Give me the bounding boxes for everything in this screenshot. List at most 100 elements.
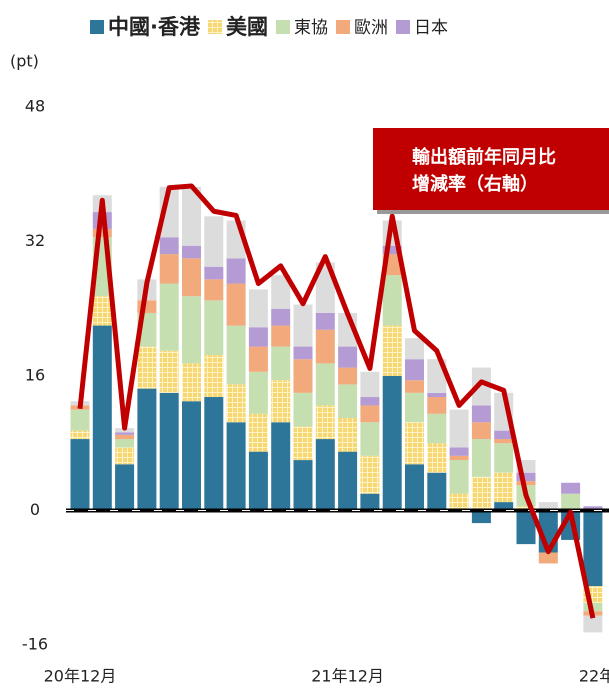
bar-segment — [449, 493, 469, 511]
bar-segment — [159, 392, 179, 511]
bar-segment — [583, 510, 603, 587]
y-tick-label: 0 — [30, 500, 40, 519]
bar-segment — [204, 354, 224, 398]
bar-segment — [382, 325, 402, 376]
bar-segment — [248, 451, 268, 511]
legend-label: 美國 — [226, 15, 268, 39]
bar-segment — [583, 615, 603, 633]
bar-segment — [449, 447, 469, 456]
bar-segment — [182, 258, 201, 297]
bar-segment — [271, 346, 291, 381]
bar-segment — [248, 371, 268, 414]
legend-swatch — [275, 20, 290, 34]
legend-label: 歐洲 — [354, 18, 388, 38]
bar-segment — [382, 376, 402, 511]
bar-segment — [159, 254, 179, 284]
bar-segment — [70, 439, 90, 511]
bar-segment — [248, 327, 268, 347]
bar-segment — [494, 439, 514, 444]
bar-segment — [115, 434, 135, 440]
legend-swatch — [90, 20, 104, 34]
bar-segment — [115, 439, 135, 448]
y-tick-label: 16 — [25, 366, 45, 385]
bar-segment — [70, 409, 90, 431]
bar-segment — [159, 283, 179, 351]
bar-segment — [427, 397, 447, 414]
bar-segment — [471, 405, 491, 423]
bar-segment — [516, 510, 536, 545]
bar-segment — [204, 397, 224, 511]
bar-segment — [360, 422, 380, 456]
bar-segment — [248, 289, 268, 328]
legend-swatch — [395, 20, 410, 34]
bar-segment — [159, 350, 179, 393]
bar-segment — [315, 329, 335, 364]
bar-segment — [182, 245, 201, 259]
bar-segment — [427, 472, 447, 511]
bar-segment — [226, 325, 246, 385]
bar-segment — [449, 409, 469, 448]
line-series — [77, 183, 596, 619]
bar-segment — [516, 472, 536, 482]
bar-segment — [427, 443, 447, 473]
bar-segment — [204, 266, 224, 280]
bar-segment — [538, 502, 558, 511]
legend-swatch — [335, 20, 350, 34]
bar-segment — [226, 384, 246, 423]
bar-segment — [494, 443, 514, 473]
bar-segment — [338, 418, 358, 452]
x-tick-label: 20年12月 — [44, 667, 117, 686]
annotation-box — [373, 128, 609, 210]
bar-segment — [360, 493, 380, 511]
bar-segment — [360, 455, 380, 494]
bar-segment — [471, 476, 491, 511]
bar-segment — [449, 455, 469, 461]
bar-segment — [338, 451, 358, 511]
bar-segment — [494, 502, 514, 511]
bar-segment — [137, 346, 157, 389]
bar-segment — [271, 422, 291, 511]
bar-segment — [516, 506, 536, 511]
bar-segment — [248, 413, 268, 452]
bar-segment — [248, 346, 268, 372]
legend-label: 中國·香港 — [108, 15, 201, 39]
bar-segment — [516, 481, 536, 486]
bar-segment — [538, 552, 558, 564]
bar-segment — [315, 405, 335, 440]
bar-segment — [92, 228, 112, 238]
bar-segment — [293, 304, 313, 347]
bar-segment — [70, 430, 90, 440]
bar-segment — [449, 460, 469, 494]
bar-segment — [271, 380, 291, 423]
bar-segment — [471, 367, 491, 406]
bar-segment — [471, 422, 491, 440]
bar-segment — [338, 384, 358, 419]
bar-segment — [471, 439, 491, 477]
bar-segment — [182, 363, 201, 402]
bar-segment — [271, 275, 291, 309]
bar-segment — [338, 346, 358, 368]
bar-segment — [360, 371, 380, 398]
bar-segment — [405, 464, 424, 511]
bar-segment — [382, 245, 402, 255]
legend-label: 東協 — [294, 18, 328, 38]
bar-segment — [115, 447, 135, 465]
bar-segment — [405, 338, 424, 360]
bar-segment — [92, 325, 112, 511]
bar-segment — [226, 283, 246, 326]
legend: 中國·香港 美國 東協 歐洲 日本 — [90, 15, 448, 39]
bar-segment — [494, 430, 514, 440]
bar-segment — [405, 392, 424, 423]
y-tick-label: 48 — [25, 97, 45, 116]
bar-segment — [561, 493, 581, 511]
bar-segment — [182, 186, 201, 246]
bar-segment — [561, 482, 581, 494]
bar-segment — [494, 472, 514, 503]
bar-segment — [115, 432, 135, 435]
bar-segment — [382, 275, 402, 326]
x-tick-label: 21年12月 — [311, 667, 384, 686]
x-tick-label: 22年12月 — [579, 667, 609, 686]
bar-segment — [360, 397, 380, 406]
bar-segment — [293, 460, 313, 511]
